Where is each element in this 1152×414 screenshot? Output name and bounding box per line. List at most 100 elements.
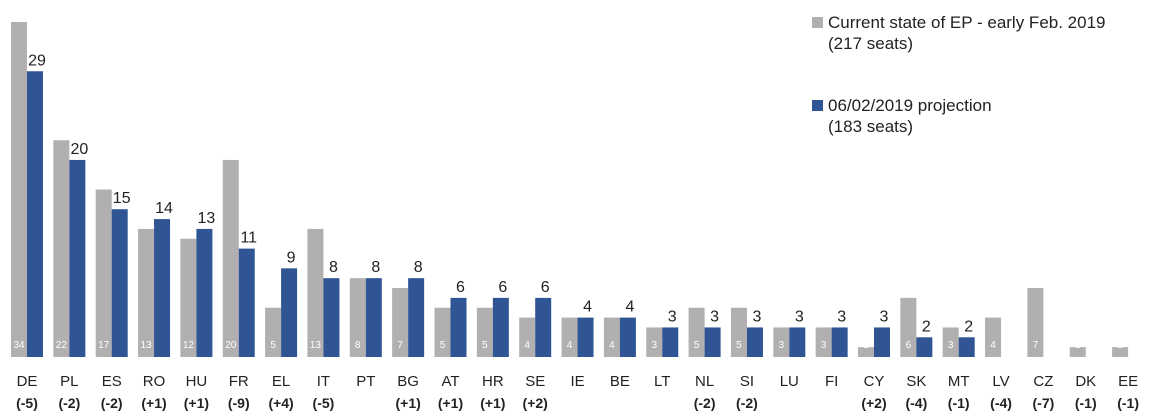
bar-current-hr [476, 307, 493, 357]
bar-current-value-ie: 4 [567, 340, 573, 351]
category-label-mt: MT [948, 373, 970, 390]
bar-projection-value-el: 9 [287, 249, 296, 266]
bar-current-value-hr: 5 [482, 340, 488, 351]
bar-current-value-el: 5 [270, 340, 276, 351]
bar-current-value-si: 5 [736, 340, 742, 351]
bar-current-ie [561, 317, 578, 357]
bar-current-pt [349, 278, 366, 357]
category-label-de: DE [17, 373, 38, 390]
seat-change-label-es: (-2) [101, 395, 123, 411]
bar-projection-value-ie: 4 [583, 299, 592, 316]
legend-sublabel-projection: (183 seats) [828, 117, 914, 136]
bar-projection-value-pt: 8 [371, 259, 380, 276]
bar-projection-value-cy: 3 [880, 308, 889, 325]
bar-current-value-hu: 12 [183, 340, 195, 351]
bar-projection-pl [69, 159, 86, 357]
category-label-it: IT [317, 373, 330, 390]
bar-projection-value-ro: 14 [155, 200, 173, 217]
category-label-se: SE [525, 373, 545, 390]
category-label-ee: EE [1118, 373, 1138, 390]
bar-current-se [519, 317, 536, 357]
category-label-dk: DK [1075, 373, 1096, 390]
series-current-bars [11, 22, 1129, 357]
bar-current-be [603, 317, 620, 357]
bar-projection-se [535, 297, 552, 357]
bar-current-bg [392, 288, 409, 357]
category-label-es: ES [102, 373, 122, 390]
bar-projection-be [619, 317, 636, 357]
bar-projection-value-de: 29 [28, 52, 46, 69]
bar-current-value-nl: 5 [694, 340, 700, 351]
bar-projection-value-mt: 2 [964, 318, 973, 335]
seat-change-label-se: (+2) [523, 395, 548, 411]
bar-projection-value-at: 6 [456, 279, 465, 296]
bar-current-es [95, 189, 112, 357]
category-label-nl: NL [695, 373, 714, 390]
bar-current-value-lv: 4 [990, 340, 996, 351]
seat-change-label-pl: (-2) [58, 395, 80, 411]
bar-projection-value-pl: 20 [70, 141, 88, 158]
seat-change-label-hr: (+1) [480, 395, 505, 411]
category-label-cy: CY [864, 373, 885, 390]
bar-current-pl [53, 140, 70, 357]
bar-current-value-ro: 13 [140, 340, 152, 351]
bar-current-value-se: 4 [524, 340, 530, 351]
data-labels: 3429222017151314121320115913888785656464… [13, 52, 1123, 351]
bar-projection-pt [365, 278, 382, 357]
bar-current-lu [773, 327, 790, 357]
bar-current-fr [222, 159, 239, 357]
category-label-be: BE [610, 373, 630, 390]
bar-current-value-dk: 1 [1075, 340, 1081, 351]
bar-current-ro [138, 228, 155, 357]
bar-current-value-de: 34 [13, 340, 25, 351]
seat-change-label-de: (-5) [16, 395, 38, 411]
seat-change-label-hu: (+1) [184, 395, 209, 411]
bar-current-value-es: 17 [98, 340, 110, 351]
category-label-ie: IE [570, 373, 584, 390]
bar-current-value-cz: 7 [1033, 340, 1039, 351]
bar-projection-value-lt: 3 [668, 308, 677, 325]
seat-change-label-bg: (+1) [396, 395, 421, 411]
bar-projection-value-hr: 6 [498, 279, 507, 296]
seat-change-label-dk: (-1) [1075, 395, 1097, 411]
bar-projection-bg [408, 278, 425, 357]
bar-projection-at [450, 297, 467, 357]
bar-current-value-pl: 22 [56, 340, 68, 351]
bar-current-value-pt: 8 [355, 340, 361, 351]
bar-current-cy [858, 347, 874, 357]
category-label-hr: HR [482, 373, 504, 390]
category-label-lt: LT [654, 373, 670, 390]
bar-current-mt [942, 327, 959, 357]
seat-change-label-el: (+4) [268, 395, 293, 411]
seat-change-label-mt: (-1) [948, 395, 970, 411]
category-label-si: SI [740, 373, 754, 390]
category-label-bg: BG [397, 373, 419, 390]
legend-swatch-current [812, 17, 823, 28]
bar-projection-value-fi: 3 [837, 308, 846, 325]
seat-change-label-nl: (-2) [694, 395, 716, 411]
bar-projection-el [281, 268, 298, 357]
bar-current-value-mt: 3 [948, 340, 954, 351]
bar-current-lt [646, 327, 663, 357]
series-projection-bars [27, 71, 975, 357]
seat-change-label-si: (-2) [736, 395, 758, 411]
category-labels: DE (-5) PL (-2) ES (-2) RO (+1) HU (+1) FR (-9) EL (+… [16, 373, 1139, 411]
bar-projection-nl [704, 327, 721, 357]
bar-current-sk [900, 297, 917, 357]
category-label-sk: SK [906, 373, 926, 390]
bar-projection-value-es: 15 [113, 190, 131, 207]
bar-current-lv [985, 317, 1002, 357]
bar-current-value-cy: 1 [863, 340, 869, 351]
bar-current-hu [180, 238, 197, 357]
bar-projection-value-hu: 13 [198, 210, 216, 227]
bar-current-el [265, 307, 282, 357]
bar-current-cz [1027, 288, 1044, 357]
category-label-pt: PT [356, 373, 375, 390]
category-label-at: AT [441, 373, 459, 390]
bar-current-value-be: 4 [609, 340, 615, 351]
bar-projection-fi [831, 327, 848, 357]
seat-change-label-ee: (-1) [1117, 395, 1139, 411]
bar-projection-fr [238, 248, 255, 357]
bar-projection-cy [874, 327, 890, 357]
bar-current-nl [688, 307, 705, 357]
